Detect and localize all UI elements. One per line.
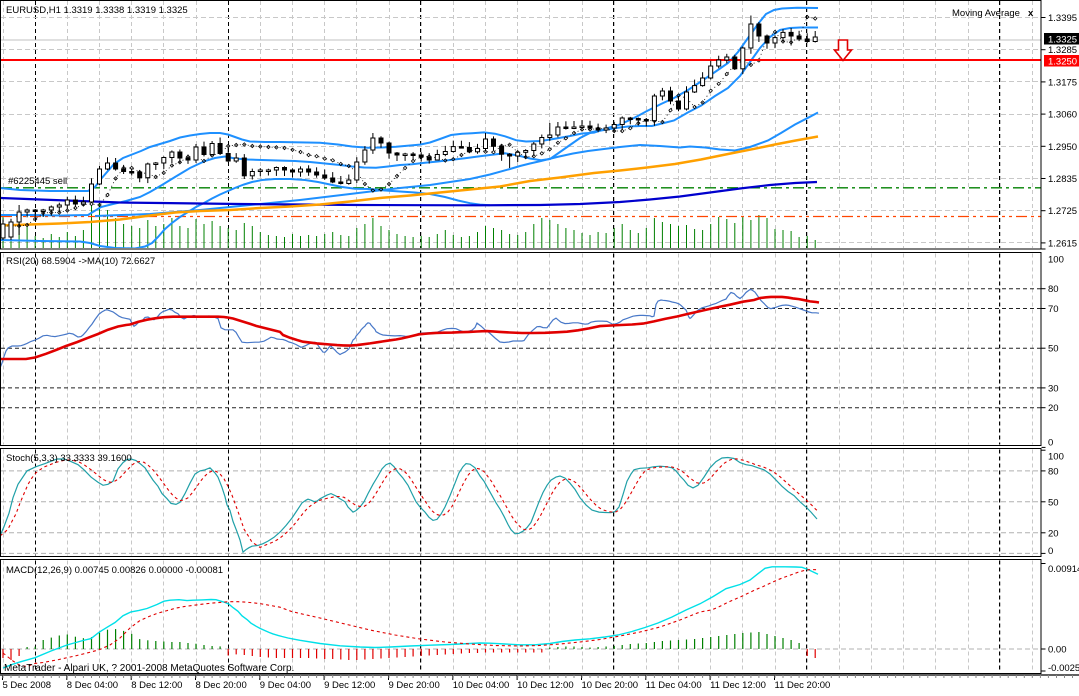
svg-text:9 Dec 04:00: 9 Dec 04:00	[260, 680, 311, 691]
svg-text:0.00: 0.00	[1048, 645, 1067, 656]
svg-text:11 Dec 12:00: 11 Dec 12:00	[710, 680, 766, 691]
svg-text:9 Dec 20:00: 9 Dec 20:00	[389, 680, 440, 691]
svg-text:20: 20	[1048, 528, 1059, 539]
svg-text:0: 0	[1048, 546, 1053, 557]
svg-text:50: 50	[1048, 497, 1059, 508]
svg-text:1.3060: 1.3060	[1048, 110, 1077, 121]
svg-text:-0.00254: -0.00254	[1048, 663, 1079, 674]
svg-text:10 Dec 20:00: 10 Dec 20:00	[582, 680, 639, 691]
svg-text:50: 50	[1048, 344, 1059, 355]
svg-text:1.2950: 1.2950	[1048, 142, 1077, 153]
svg-text:1.3175: 1.3175	[1048, 77, 1077, 88]
svg-text:1.3395: 1.3395	[1048, 13, 1077, 24]
svg-text:20: 20	[1048, 403, 1059, 414]
svg-text:8 Dec 04:00: 8 Dec 04:00	[67, 680, 118, 691]
svg-text:70: 70	[1048, 304, 1059, 315]
svg-text:#6225445 sell: #6225445 sell	[8, 176, 67, 187]
svg-text:1.2725: 1.2725	[1048, 206, 1077, 217]
svg-text:10 Dec 12:00: 10 Dec 12:00	[517, 680, 574, 691]
svg-text:30: 30	[1048, 383, 1059, 394]
svg-text:Moving Average: Moving Average	[952, 8, 1020, 19]
svg-text:5 Dec 2008: 5 Dec 2008	[3, 680, 52, 691]
svg-text:8 Dec 20:00: 8 Dec 20:00	[196, 680, 247, 691]
svg-text:11 Dec 20:00: 11 Dec 20:00	[775, 680, 831, 691]
svg-text:1.3250: 1.3250	[1048, 57, 1077, 68]
svg-text:8 Dec 12:00: 8 Dec 12:00	[131, 680, 182, 691]
svg-text:MACD(12,26,9) 0.00745 0.00826: MACD(12,26,9) 0.00745 0.00826 0.00000 -0…	[6, 565, 223, 576]
svg-text:x: x	[1028, 8, 1034, 19]
svg-text:MetaTrader - Alpari UK, ? 2001: MetaTrader - Alpari UK, ? 2001-2008 Meta…	[4, 663, 294, 674]
svg-text:EURUSD,H1 1.3319 1.3338 1.331: EURUSD,H1 1.3319 1.3338 1.3319 1.3325	[6, 5, 188, 16]
svg-text:100: 100	[1048, 452, 1064, 463]
svg-text:1.3285: 1.3285	[1048, 45, 1077, 56]
svg-text:RSI(20) 68.5904 ->MA(10) 72.6: RSI(20) 68.5904 ->MA(10) 72.6627	[6, 256, 155, 267]
svg-text:10 Dec 04:00: 10 Dec 04:00	[453, 680, 510, 691]
svg-text:Stoch(5,3,3) 33.3333 39.1600: Stoch(5,3,3) 33.3333 39.1600	[6, 453, 132, 464]
svg-text:11 Dec 04:00: 11 Dec 04:00	[646, 680, 702, 691]
svg-text:1.2615: 1.2615	[1048, 238, 1077, 249]
svg-text:1.2835: 1.2835	[1048, 174, 1077, 185]
svg-text:80: 80	[1048, 284, 1059, 295]
svg-text:100: 100	[1048, 255, 1064, 266]
svg-text:1.3325: 1.3325	[1048, 35, 1077, 46]
svg-text:0.00914: 0.00914	[1048, 564, 1079, 575]
svg-text:0: 0	[1048, 438, 1053, 449]
svg-text:9 Dec 12:00: 9 Dec 12:00	[324, 680, 375, 691]
svg-text:80: 80	[1048, 466, 1059, 477]
